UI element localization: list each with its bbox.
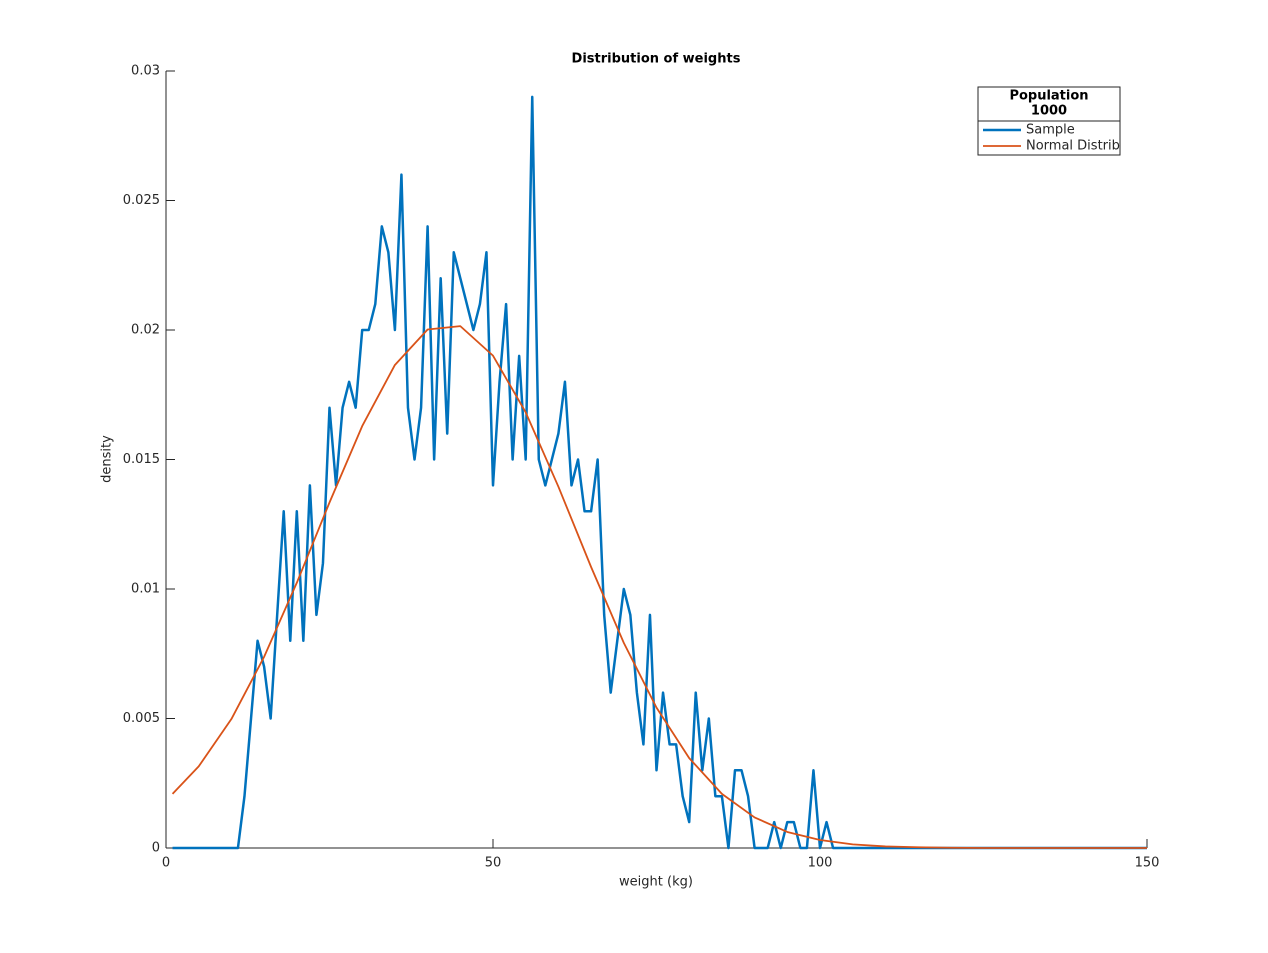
y-tick-label: 0.015 — [123, 452, 160, 467]
y-axis-label: density — [100, 435, 115, 483]
legend-label: Normal Distrib — [1026, 139, 1120, 154]
x-axis-label: weight (kg) — [619, 875, 693, 890]
y-tick-label: 0.025 — [123, 193, 160, 208]
x-tick-label: 0 — [162, 856, 170, 871]
y-tick-label: 0 — [152, 841, 160, 856]
y-tick-label: 0.005 — [123, 711, 160, 726]
x-tick-label: 50 — [485, 856, 502, 871]
chart-title: Distribution of weights — [572, 52, 741, 67]
y-tick-label: 0.03 — [131, 64, 160, 79]
x-tick-label: 100 — [808, 856, 833, 871]
legend-title: Population — [1009, 89, 1088, 104]
x-tick-label: 150 — [1135, 856, 1160, 871]
data-line — [171, 325, 1147, 849]
y-tick-label: 0.01 — [131, 582, 160, 597]
y-tick-label: 0.02 — [131, 323, 160, 338]
legend-title: 1000 — [1031, 104, 1067, 119]
legend-label: Sample — [1026, 123, 1075, 138]
